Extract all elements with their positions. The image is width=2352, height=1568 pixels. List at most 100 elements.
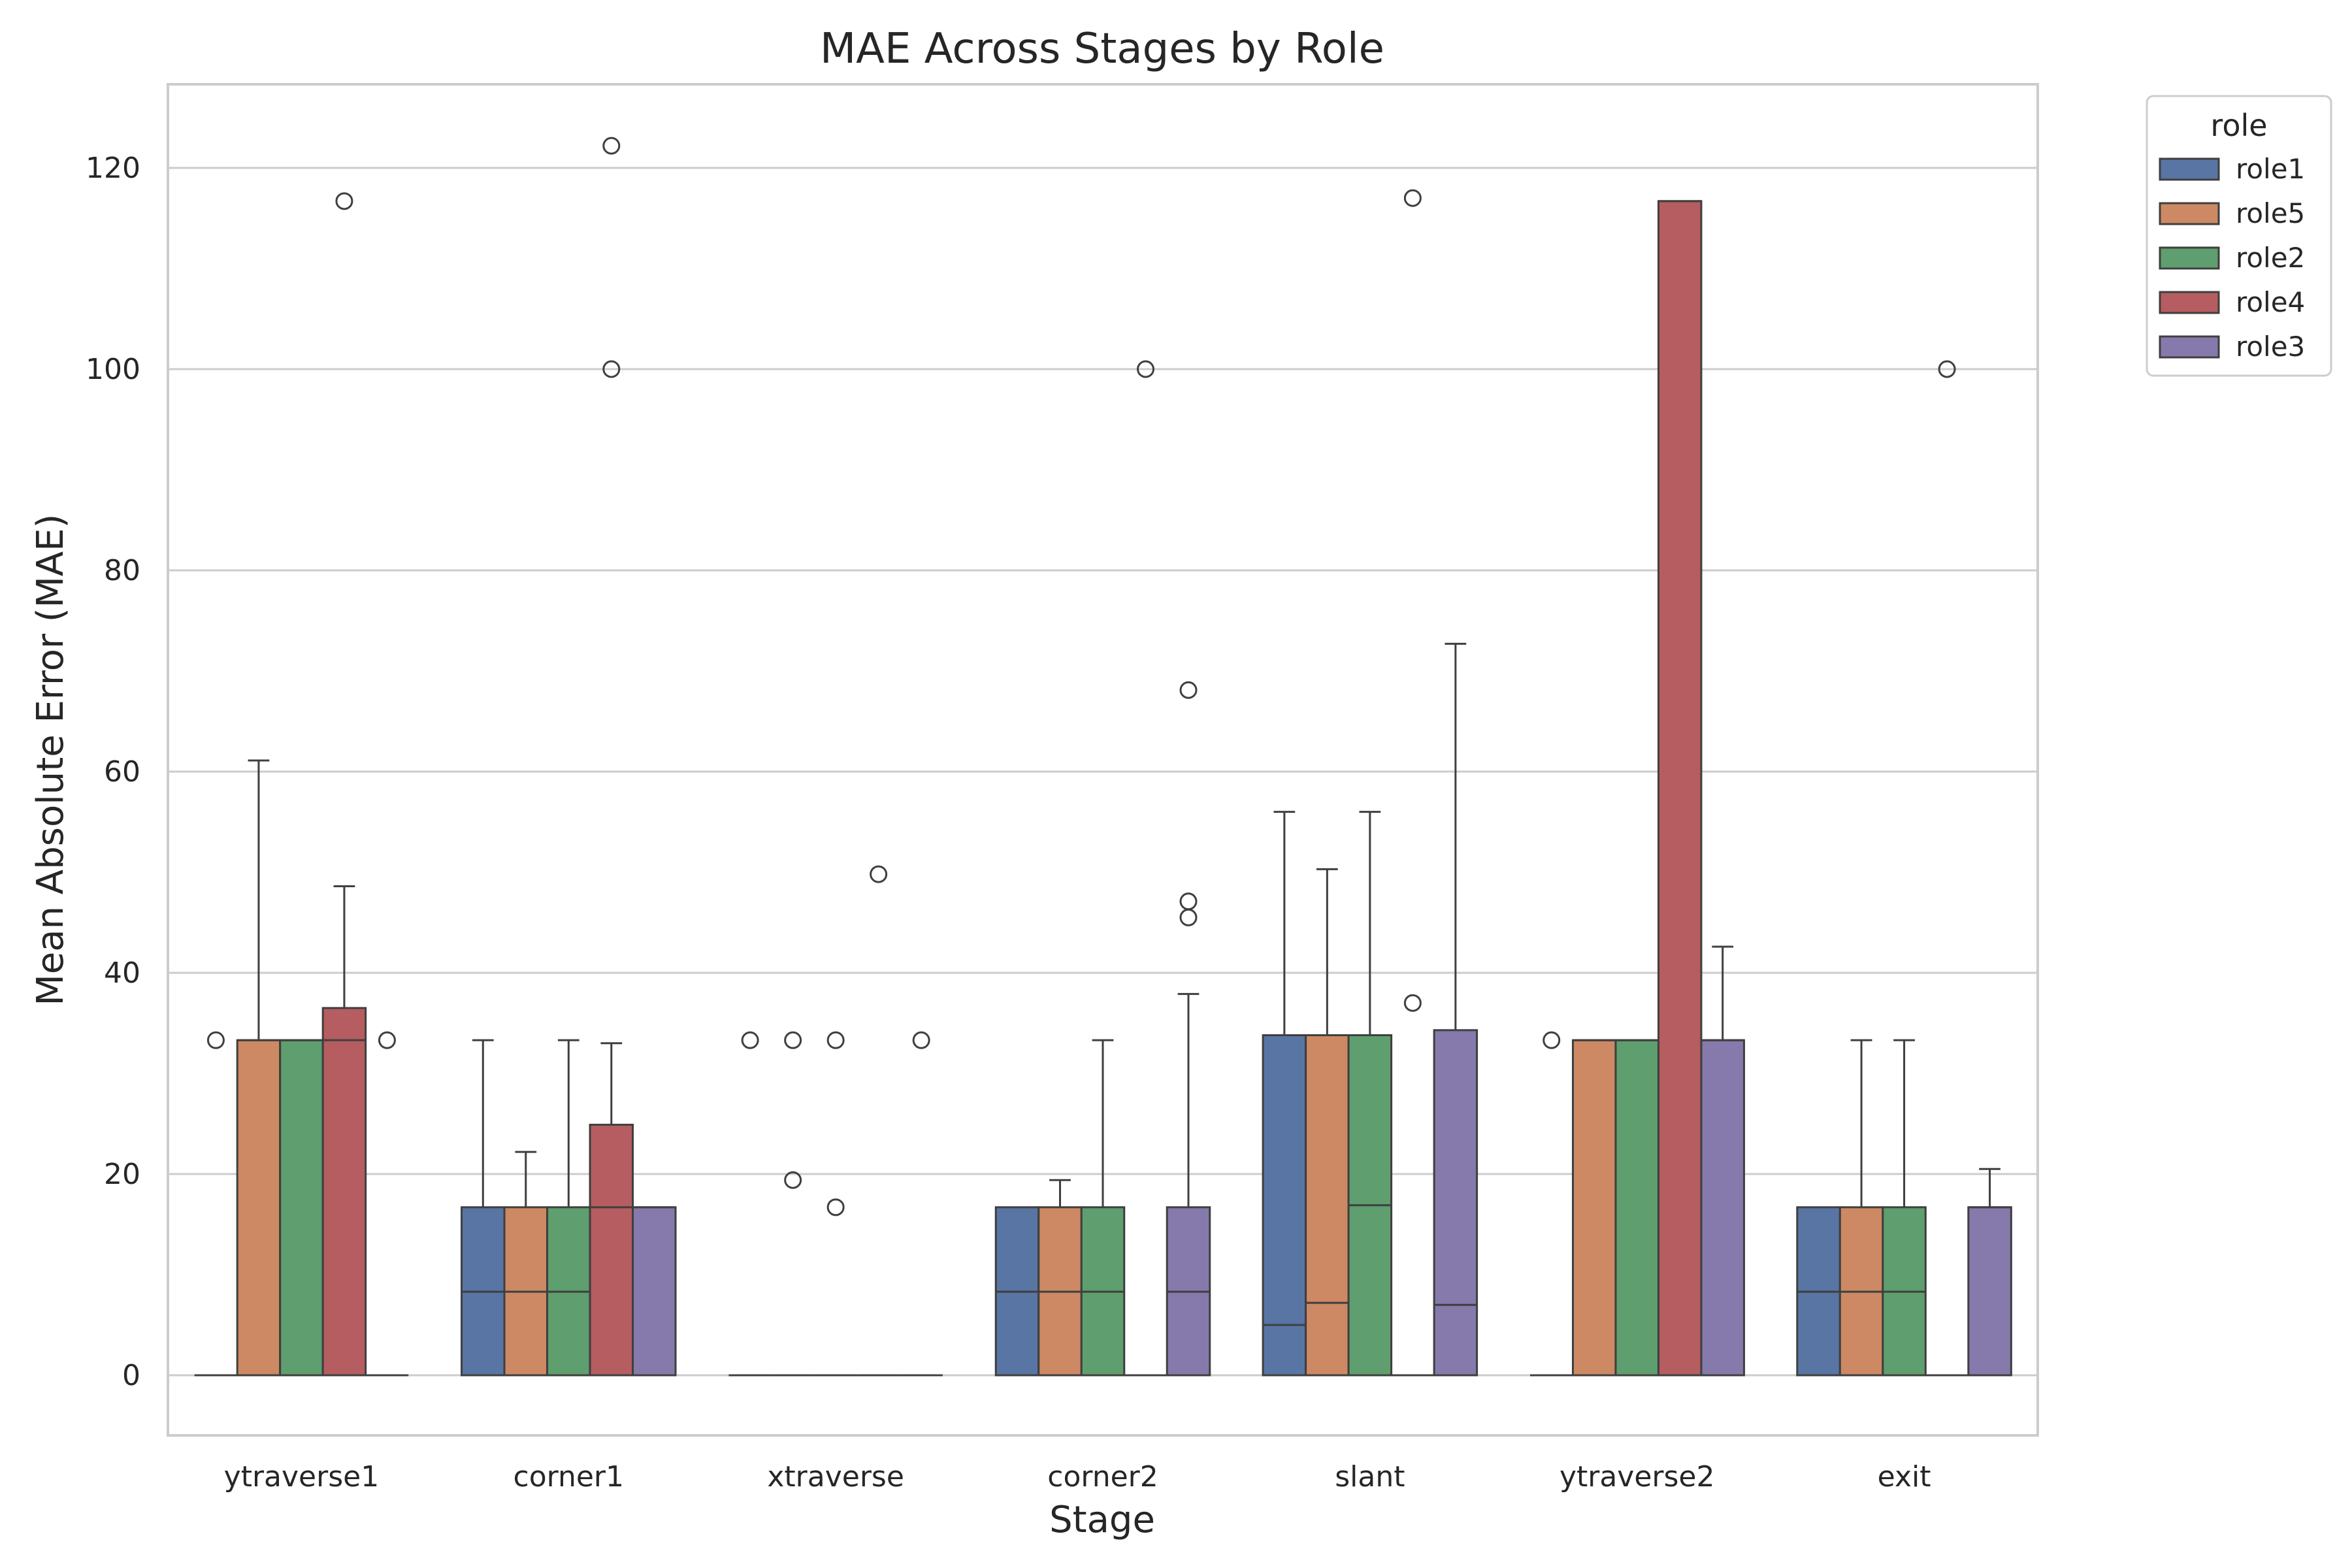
box-role2-corner1 [546, 1039, 591, 1377]
box-role2-corner2 [1080, 1039, 1126, 1377]
box-body [1657, 200, 1703, 1377]
y-tick-label: 120 [86, 152, 140, 185]
box-role5-ytraverse1 [236, 759, 282, 1377]
box-role1-xtraverse [728, 1031, 772, 1377]
box-role3-corner1 [632, 1206, 677, 1377]
box-role1-corner1 [461, 1039, 506, 1377]
x-tick-labels: ytraverse1 corner1 xtraverse corner2 slant yt… [224, 1460, 1931, 1494]
box-body [632, 1206, 677, 1377]
box-role3-ytraverse1 [365, 1031, 409, 1377]
box-role3-slant [1433, 642, 1478, 1377]
plot-frame [167, 83, 2039, 1437]
legend-swatch [2159, 202, 2220, 225]
outlier-point [602, 360, 621, 378]
legend-item-role1: role1 [2159, 153, 2305, 185]
y-tick-label: 0 [122, 1359, 140, 1392]
x-tick-label: slant [1335, 1460, 1405, 1494]
box-role2-ytraverse2 [1614, 1039, 1659, 1377]
outlier-point [826, 1031, 845, 1049]
box-role5-corner2 [1037, 1179, 1083, 1377]
legend: role role1 role5 role2 role4 role3 [2146, 95, 2332, 377]
outlier-point [1403, 189, 1422, 207]
outlier-point [206, 1031, 225, 1049]
box-role4-xtraverse [857, 865, 900, 1377]
x-tick-label: corner1 [514, 1460, 624, 1494]
legend-title: role [2210, 108, 2267, 143]
box-role2-ytraverse1 [279, 1039, 324, 1377]
box-body [1967, 1206, 2012, 1377]
legend-swatch [2159, 157, 2220, 181]
box-body [589, 1124, 634, 1377]
legend-swatch [2159, 246, 2220, 270]
legend-item-role5: role5 [2159, 197, 2305, 229]
x-tick-label: xtraverse [767, 1460, 904, 1494]
box-role4-corner2 [1124, 360, 1168, 1377]
box-role5-xtraverse [771, 1031, 815, 1377]
box-role1-exit [1796, 1206, 1841, 1377]
outlier-point [602, 137, 621, 155]
box-role5-exit [1838, 1039, 1884, 1377]
legend-label: role4 [2236, 286, 2305, 318]
x-tick-label: ytraverse2 [1560, 1460, 1715, 1494]
outlier-point [1403, 994, 1422, 1012]
box-body [1571, 1039, 1617, 1377]
box-role4-ytraverse1 [321, 192, 367, 1377]
outlier-point [1938, 360, 1956, 378]
y-tick-labels: 0 20 40 60 80 100 120 [86, 152, 140, 1392]
outlier-point [1179, 908, 1198, 926]
legend-swatch [2159, 335, 2220, 359]
box-body [1614, 1039, 1659, 1377]
box-role1-ytraverse2 [1529, 1031, 1573, 1377]
outlier-point [870, 865, 888, 883]
outlier-point [378, 1031, 396, 1049]
outlier-point [1179, 892, 1198, 911]
box-role3-corner2 [1166, 681, 1211, 1377]
box-role3-ytraverse2 [1700, 945, 1745, 1377]
legend-swatch [2159, 291, 2220, 314]
y-tick-label: 100 [86, 353, 140, 386]
legend-label: role2 [2236, 242, 2305, 274]
box-body [236, 1039, 282, 1377]
box-body [321, 1007, 367, 1377]
legend-items: role1 role5 role2 role4 role3 [2159, 153, 2305, 363]
box-role3-xtraverse [900, 1031, 943, 1377]
box-role2-exit [1882, 1039, 1927, 1377]
outlier-point [1543, 1031, 1561, 1049]
outlier-point [912, 1031, 930, 1049]
outlier-point [1137, 360, 1154, 378]
y-tick-label: 40 [104, 956, 140, 990]
box-role2-slant [1347, 811, 1393, 1377]
x-tick-label: exit [1878, 1460, 1931, 1494]
box-role5-corner1 [503, 1151, 549, 1377]
box-role5-ytraverse2 [1571, 1039, 1617, 1377]
legend-label: role3 [2236, 331, 2305, 363]
outlier-point [784, 1171, 802, 1189]
box-body [279, 1039, 324, 1377]
outlier-point [784, 1031, 802, 1049]
box-body [1262, 1034, 1307, 1377]
box-role3-exit [1967, 1168, 2012, 1377]
box-body [1433, 1029, 1478, 1377]
box-role1-corner2 [994, 1206, 1040, 1377]
box-role5-slant [1305, 868, 1350, 1377]
x-tick-label: ytraverse1 [224, 1460, 380, 1494]
box-role4-slant [1391, 189, 1435, 1377]
box-role1-ytraverse1 [194, 1031, 238, 1377]
outlier-point [826, 1198, 845, 1217]
outlier-point [741, 1031, 759, 1049]
box-role4-exit [1925, 360, 1968, 1377]
y-axis-label: Mean Absolute Error (MAE) [29, 514, 72, 1006]
chart-title: MAE Across Stages by Role [820, 25, 1384, 73]
x-tick-label: corner2 [1047, 1460, 1158, 1494]
legend-item-role2: role2 [2159, 242, 2305, 274]
outlier-point [335, 192, 353, 210]
box-role1-slant [1262, 811, 1307, 1377]
box-role2-xtraverse [814, 1031, 857, 1377]
y-tick-label: 60 [104, 755, 140, 789]
y-tick-label: 80 [104, 554, 140, 587]
y-tick-label: 20 [104, 1158, 140, 1191]
box-body [1305, 1034, 1350, 1377]
legend-label: role5 [2236, 197, 2305, 229]
box-role4-ytraverse2 [1657, 200, 1703, 1377]
